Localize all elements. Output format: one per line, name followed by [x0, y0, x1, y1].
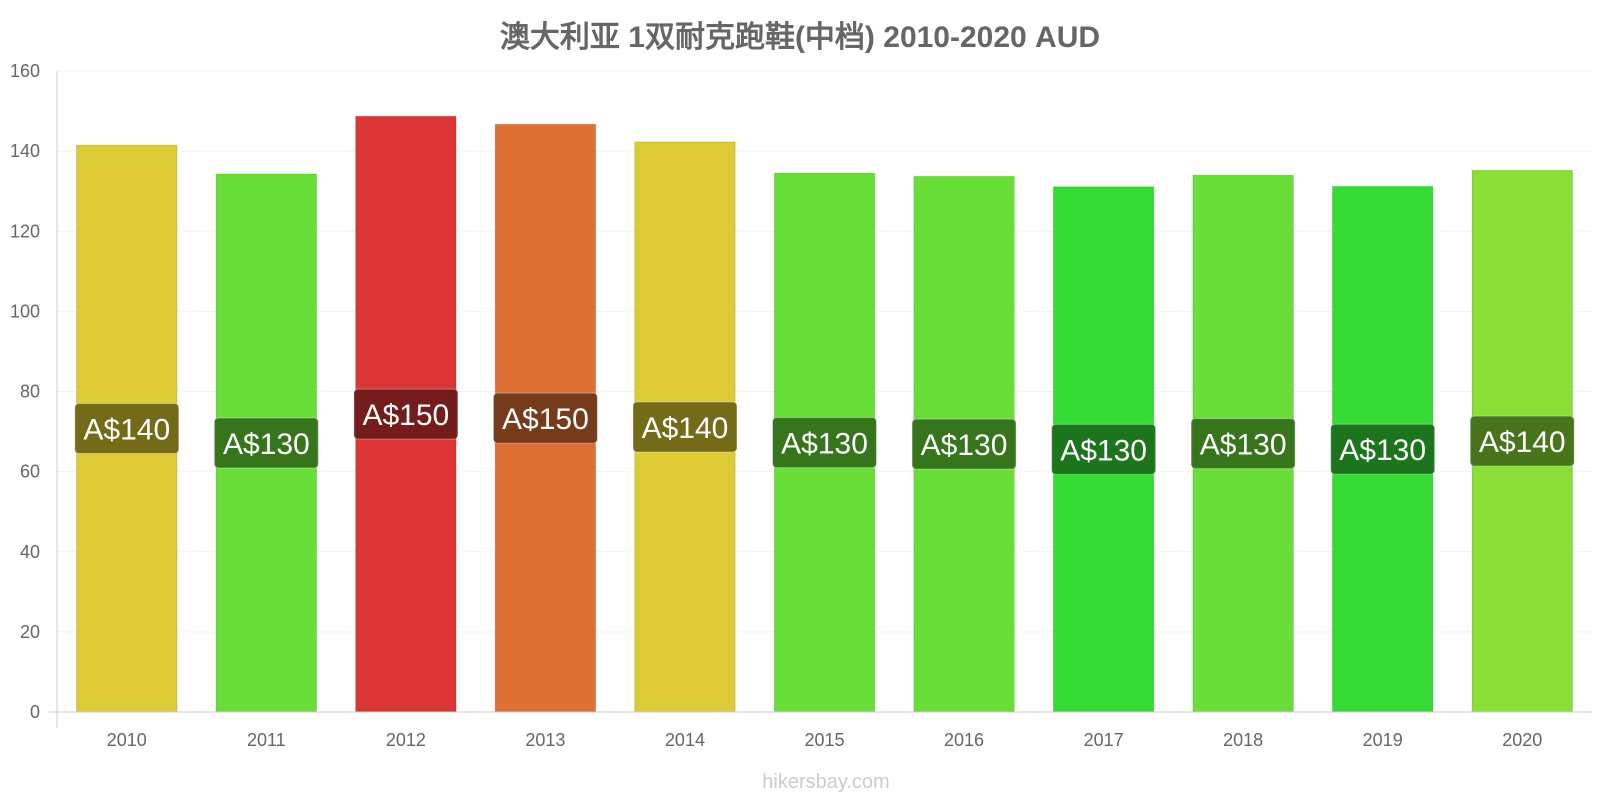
data-label-box [1051, 423, 1157, 475]
data-label-text: A$130 [781, 428, 868, 461]
data-label-box [1190, 418, 1296, 470]
data-label-box [632, 401, 738, 453]
data-label-text: A$130 [223, 428, 310, 461]
data-label-box [353, 388, 459, 440]
data-label-2020: A$140 [1469, 415, 1575, 467]
x-axis-ticks: 2010 2011 2012 2013 2014 2015 2016 2017 2018 2019… [107, 730, 1543, 750]
data-labels: A$140 A$130 A$150 A$150 A$140 A$130 A$130 A$130… [74, 388, 1575, 475]
axes [49, 71, 1592, 728]
data-label-2015: A$130 [772, 417, 877, 469]
data-label-box [74, 403, 180, 455]
data-label-text: A$150 [502, 403, 589, 436]
x-tick-label: 2020 [1502, 730, 1542, 750]
data-label-2017: A$130 [1051, 423, 1157, 475]
data-label-box [213, 417, 319, 469]
watermark: hikersbay.com [762, 771, 889, 793]
data-label-text: A$130 [921, 429, 1008, 462]
data-label-text: A$140 [1479, 426, 1566, 459]
data-label-text: A$140 [83, 414, 170, 447]
data-label-text: A$140 [642, 412, 729, 445]
y-tick-label: 100 [10, 301, 40, 321]
y-tick-label: 40 [20, 542, 40, 562]
data-label-box [492, 392, 598, 444]
y-tick-label: 60 [20, 462, 40, 482]
data-label-2013: A$150 [492, 392, 598, 444]
chart-title: 澳大利亚 1双耐克跑鞋(中档) 2010-2020 AUD [500, 21, 1100, 54]
x-tick-label: 2016 [944, 730, 984, 750]
y-tick-label: 140 [10, 141, 40, 161]
x-tick-label: 2015 [804, 730, 844, 750]
data-label-box [1330, 423, 1436, 475]
data-label-2010: A$140 [74, 403, 180, 455]
y-tick-label: 80 [20, 382, 40, 402]
x-tick-label: 2019 [1363, 730, 1403, 750]
data-label-text: A$150 [362, 399, 449, 432]
data-label-2011: A$130 [213, 417, 319, 469]
y-tick-label: 120 [10, 221, 40, 241]
data-label-box [772, 417, 877, 469]
y-tick-label: 20 [20, 622, 40, 642]
x-tick-label: 2013 [525, 730, 565, 750]
bars [76, 115, 1573, 713]
data-label-text: A$130 [1339, 434, 1426, 467]
x-tick-label: 2012 [386, 730, 426, 750]
y-axis-ticks: 0 20 40 60 80 100 120 140 160 [10, 61, 40, 722]
y-tick-label: 0 [30, 702, 40, 722]
data-label-2019: A$130 [1330, 423, 1436, 475]
x-tick-label: 2018 [1223, 730, 1263, 750]
y-tick-label: 160 [10, 61, 40, 81]
data-label-box [911, 418, 1017, 470]
data-label-box [1469, 415, 1575, 467]
x-tick-label: 2010 [107, 730, 147, 750]
x-tick-label: 2014 [665, 730, 705, 750]
data-label-2014: A$140 [632, 401, 738, 453]
data-label-text: A$130 [1200, 429, 1287, 462]
x-tick-label: 2011 [247, 730, 286, 750]
data-label-2018: A$130 [1190, 418, 1296, 470]
data-label-text: A$130 [1060, 434, 1147, 467]
x-tick-label: 2017 [1084, 730, 1124, 750]
data-label-2016: A$130 [911, 418, 1017, 470]
data-label-2012: A$150 [353, 388, 459, 440]
